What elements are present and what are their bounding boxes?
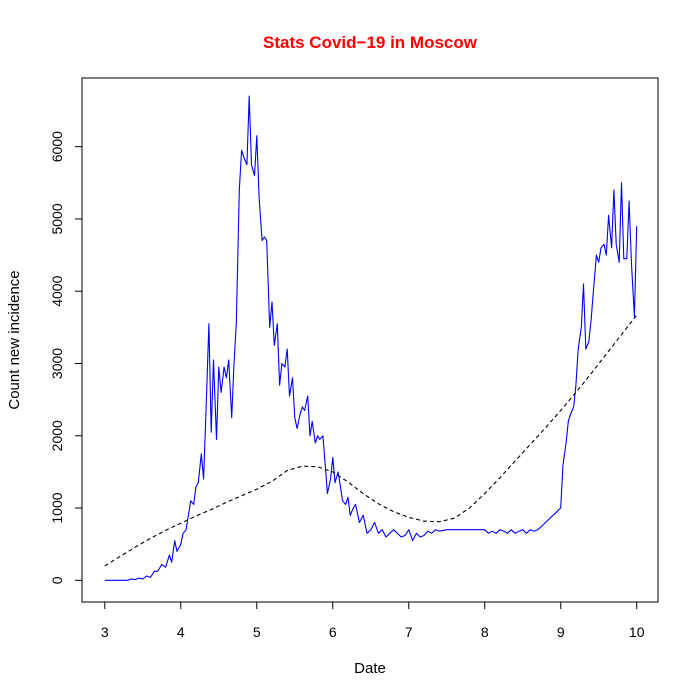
smoothed-trend-line xyxy=(104,314,638,567)
x-tick-label: 9 xyxy=(557,624,565,640)
x-axis-label: Date xyxy=(354,660,386,677)
x-tick-label: 4 xyxy=(177,624,185,640)
x-tick-label: 6 xyxy=(329,624,337,640)
x-tick-label: 10 xyxy=(629,624,645,640)
plot-area xyxy=(104,95,638,581)
x-tick-label: 8 xyxy=(481,624,489,640)
y-tick-label: 5000 xyxy=(49,203,65,234)
y-axis-label: Count new incidence xyxy=(6,270,23,409)
daily-incidence-line xyxy=(104,95,638,581)
y-tick-label: 2000 xyxy=(49,420,65,451)
y-tick-label: 1000 xyxy=(49,492,65,523)
x-tick-label: 3 xyxy=(101,624,109,640)
x-axis: 3 4 5 6 7 8 9 10 xyxy=(101,601,645,640)
plot-frame xyxy=(81,77,659,603)
y-tick-label: 4000 xyxy=(49,275,65,306)
y-tick-label: 3000 xyxy=(49,348,65,379)
y-axis: 0 1000 2000 3000 4000 5000 6000 xyxy=(49,131,83,584)
y-tick-label: 0 xyxy=(49,576,65,584)
y-tick-label: 6000 xyxy=(49,131,65,162)
chart-title: Stats Covid−19 in Moscow xyxy=(263,33,478,52)
x-tick-label: 7 xyxy=(405,624,413,640)
x-tick-label: 5 xyxy=(253,624,261,640)
